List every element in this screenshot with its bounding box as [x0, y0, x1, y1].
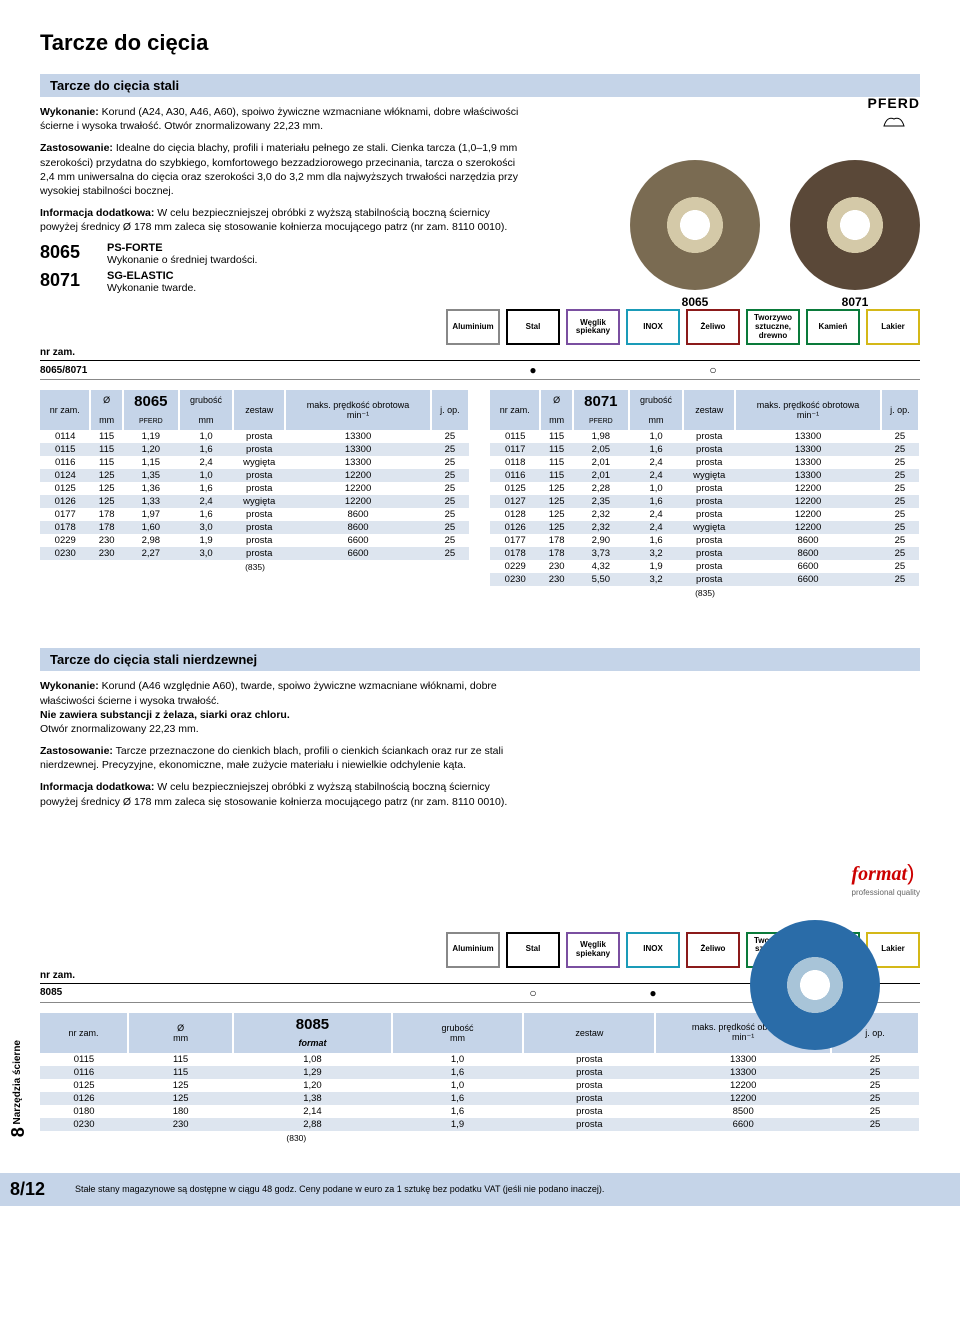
wykonanie2: Wykonanie: Korund (A46 względnie A60), t…	[40, 679, 520, 736]
table-row: 01771782,901,6prosta860025	[490, 534, 919, 547]
material-box: Aluminium	[446, 932, 500, 968]
table-row: 01251251,361,6prosta1220025	[40, 482, 469, 495]
table-row: 02302302,881,9prosta660025	[40, 1118, 919, 1131]
table-8071: nr zam. Ømm 8071PFERD grubośćmm zestaw m…	[490, 390, 920, 598]
brand-format: format) professional quality	[852, 860, 920, 898]
table-row: 02302305,503,2prosta660025	[490, 573, 919, 586]
table-row: 01781783,733,2prosta860025	[490, 547, 919, 560]
horse-icon	[879, 111, 909, 131]
table-row: 01781781,603,0prosta860025	[40, 521, 469, 534]
sidebar-tab: 8 Narzędzia ścierne	[8, 1040, 29, 1137]
material-box: Żeliwo	[686, 932, 740, 968]
nrzam-label-1: nr zam.	[40, 345, 920, 361]
table-row: 01801802,141,6prosta850025	[40, 1105, 919, 1118]
material-box: Żeliwo	[686, 309, 740, 345]
table-row: 01271252,351,6prosta1220025	[490, 495, 919, 508]
section1-heading: Tarcze do cięcia stali	[40, 74, 920, 97]
table-row: 01281252,322,4prosta1220025	[490, 508, 919, 521]
compat-row-1: 8065/8071 ● ○	[40, 361, 920, 380]
table-row: 01151151,981,0prosta1330025	[490, 430, 919, 443]
table-row: 01771781,971,6prosta860025	[40, 508, 469, 521]
section2-heading: Tarcze do cięcia stali nierdzewnej	[40, 648, 920, 671]
info1: Informacja dodatkowa: W celu bezpiecznie…	[40, 206, 520, 234]
info2: Informacja dodatkowa: W celu bezpiecznie…	[40, 780, 520, 808]
material-box: INOX	[626, 932, 680, 968]
material-box: Lakier	[866, 309, 920, 345]
table-row: 01141151,191,0prosta1330025	[40, 430, 469, 443]
brand-pferd: PFERD	[868, 95, 920, 134]
material-box: Aluminium	[446, 309, 500, 345]
zastosowanie2: Zastosowanie: Tarcze przeznaczone do cie…	[40, 744, 520, 772]
material-box: Węglik spiekany	[566, 932, 620, 968]
material-box: INOX	[626, 309, 680, 345]
table-row: 01261252,322,4wygięta1220025	[490, 521, 919, 534]
table-row: 01251252,281,0prosta1220025	[490, 482, 919, 495]
material-box: Węglik spiekany	[566, 309, 620, 345]
material-box: Kamień	[806, 309, 860, 345]
table-row: 01161151,291,6prosta1330025	[40, 1066, 919, 1079]
table-row: 01261251,381,6prosta1220025	[40, 1092, 919, 1105]
disc-blue-image	[750, 920, 880, 1055]
material-box: Stal	[506, 309, 560, 345]
table-row: 01261251,332,4wygięta1220025	[40, 495, 469, 508]
zastosowanie1: Zastosowanie: Idealne do cięcia blachy, …	[40, 141, 520, 198]
table-row: 01251251,201,0prosta1220025	[40, 1079, 919, 1092]
page-footer: 8/12 Stałe stany magazynowe są dostępne …	[0, 1173, 960, 1206]
disc-8065-image	[630, 160, 760, 290]
disc-images: 8065 8071	[630, 160, 920, 309]
table-row: 01241251,351,0prosta1220025	[40, 469, 469, 482]
page-title: Tarcze do cięcia	[40, 30, 920, 56]
table-row: 01161152,012,4wygięta1330025	[490, 469, 919, 482]
table-row: 01171152,051,6prosta1330025	[490, 443, 919, 456]
table-row: 01181152,012,4prosta1330025	[490, 456, 919, 469]
table-row: 01161151,152,4wygięta1330025	[40, 456, 469, 469]
material-box: Tworzywo sztuczne, drewno	[746, 309, 800, 345]
table-8065: nr zam. Ømm 8065PFERD grubośćmm zestaw m…	[40, 390, 470, 598]
table-row: 02292304,321,9prosta660025	[490, 560, 919, 573]
wykonanie1: Wykonanie: Korund (A24, A30, A46, A60), …	[40, 105, 520, 133]
material-boxes-1: AluminiumStalWęglik spiekanyINOXŻeliwoTw…	[40, 309, 920, 345]
disc-8071-image	[790, 160, 920, 290]
table-row: 02292302,981,9prosta660025	[40, 534, 469, 547]
table-row: 01151151,201,6prosta1330025	[40, 443, 469, 456]
table-row: 02302302,273,0prosta660025	[40, 547, 469, 560]
material-box: Stal	[506, 932, 560, 968]
